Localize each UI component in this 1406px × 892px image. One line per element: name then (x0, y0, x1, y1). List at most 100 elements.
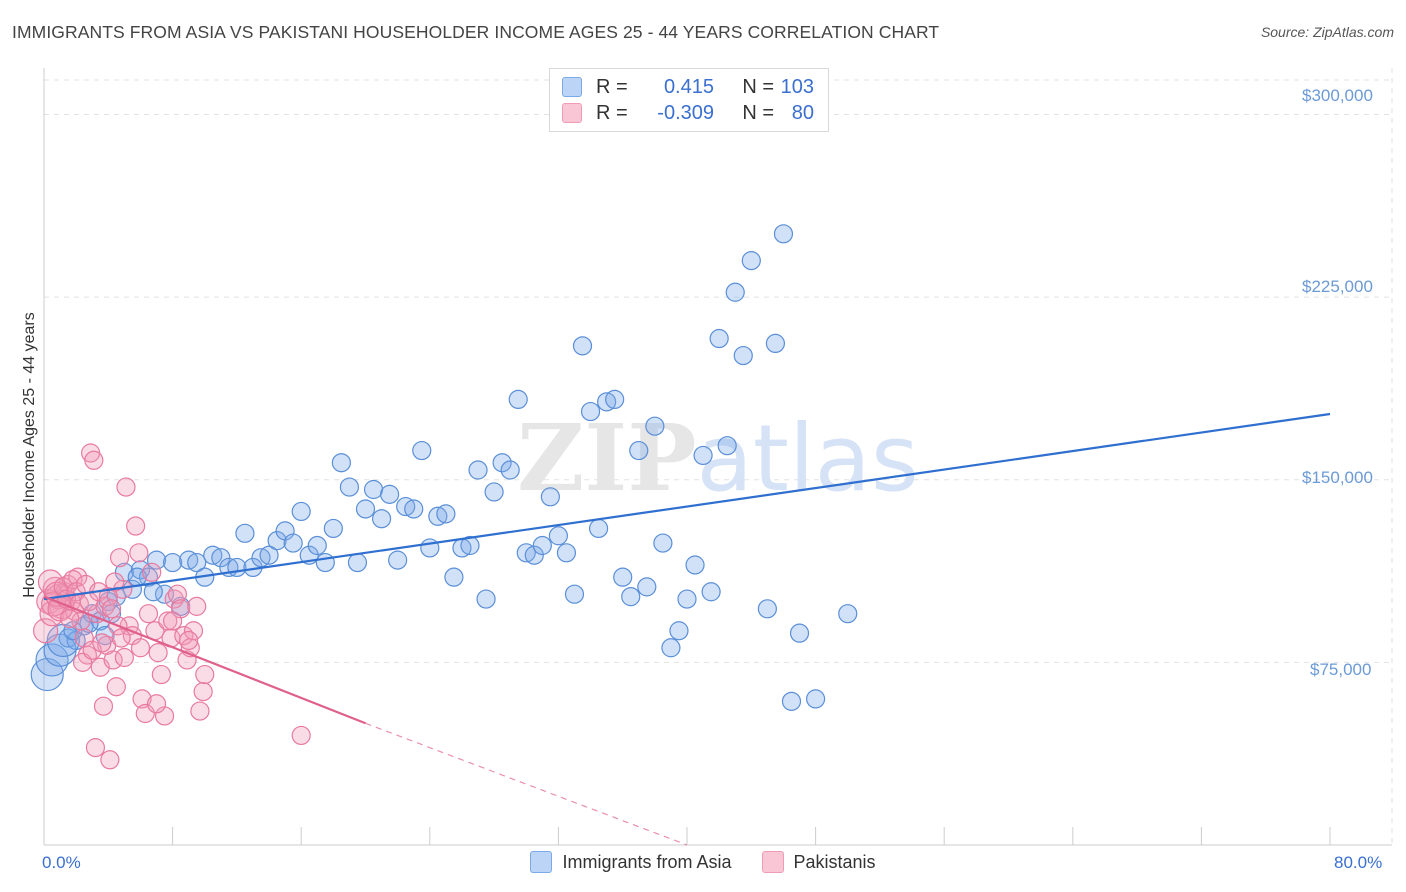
y-tick-label-75000: $75,000 (1310, 660, 1372, 679)
legend-r-value: -0.309 (657, 101, 714, 124)
data-point-pakistanis (63, 569, 83, 590)
data-point-asia (259, 545, 279, 565)
data-point-asia (363, 479, 384, 500)
data-point-asia (476, 589, 496, 609)
data-point-pakistanis (82, 640, 102, 660)
data-point-pakistanis (163, 611, 183, 631)
data-point-asia (227, 557, 247, 578)
data-point-asia (235, 523, 255, 543)
data-point-pakistanis (114, 647, 134, 668)
data-point-asia (436, 504, 456, 524)
y-tick-label-150000: $150,000 (1302, 468, 1373, 487)
data-point-asia (404, 499, 424, 519)
legend-swatch-asia (562, 77, 582, 97)
data-point-asia (516, 543, 536, 563)
data-point-pakistanis (187, 596, 207, 616)
data-point-asia (508, 389, 528, 410)
data-point-pakistanis (151, 664, 171, 685)
data-point-asia (468, 460, 488, 480)
legend-swatch-pakistanis (562, 103, 582, 123)
data-point-pakistanis (105, 572, 125, 592)
data-point-asia (572, 336, 593, 356)
legend-item-pakistanis[interactable]: Pakistanis (761, 851, 876, 873)
trend-line-pakistanis (43, 595, 366, 725)
y-tick-label-300000: $300,000 (1302, 86, 1373, 105)
data-point-asia (331, 453, 351, 473)
data-point-asia (693, 445, 713, 466)
data-point-pakistanis (195, 664, 215, 685)
data-point-asia (605, 389, 625, 410)
data-point-asia (556, 543, 577, 563)
data-point-asia (380, 484, 400, 504)
data-point-pakistanis (37, 569, 64, 595)
x-tick-label-min: 0.0% (42, 853, 81, 872)
data-point-pakistanis (100, 750, 120, 770)
data-point-pakistanis (109, 548, 130, 568)
data-point-asia (315, 552, 335, 573)
data-point-pakistanis (84, 450, 104, 470)
data-point-pakistanis (111, 628, 131, 648)
data-point-asia (677, 589, 697, 609)
data-point-asia (428, 506, 448, 526)
data-point-asia (63, 621, 83, 641)
data-point-pakistanis (126, 516, 146, 536)
legend-label-pakistanis: Pakistanis (793, 851, 876, 872)
data-point-asia (114, 562, 134, 582)
legend-swatch-pakistanis (761, 851, 784, 873)
data-point-asia (613, 567, 633, 587)
data-point-asia (388, 550, 408, 570)
data-point-pakistanis (33, 618, 59, 644)
data-point-pakistanis (148, 643, 168, 663)
data-point-asia (163, 552, 183, 573)
data-point-asia (179, 550, 199, 570)
data-point-asia (143, 582, 163, 602)
data-point-asia (371, 509, 392, 529)
data-point-asia (733, 345, 753, 366)
data-point-asia (781, 691, 802, 711)
data-point-asia (669, 621, 689, 641)
legend-r-label: R = (596, 101, 628, 124)
data-point-pakistanis (93, 696, 114, 716)
data-point-asia (339, 477, 360, 497)
data-point-pakistanis (92, 633, 112, 653)
data-point-pakistanis (130, 638, 151, 658)
data-point-pakistanis (167, 584, 188, 604)
data-point-asia (789, 623, 810, 643)
legend-swatch-asia (530, 851, 553, 873)
data-point-pakistanis (142, 562, 162, 582)
data-point-asia (725, 282, 745, 302)
y-tick-label-225000: $225,000 (1302, 277, 1373, 296)
data-point-asia (588, 518, 609, 539)
data-point-asia (323, 518, 343, 539)
data-point-asia (661, 638, 681, 658)
data-point-asia (629, 440, 649, 461)
data-point-asia (444, 567, 464, 587)
watermark-atlas: atlas (697, 405, 919, 512)
legend-r-label: R = (596, 75, 628, 98)
data-point-asia (500, 460, 520, 480)
legend-item-asia[interactable]: Immigrants from Asia (530, 851, 732, 873)
data-point-asia (187, 552, 207, 573)
trend-line-pakistanis-extrapolated (365, 722, 688, 846)
data-point-asia (621, 587, 641, 607)
data-point-asia (492, 453, 512, 473)
data-point-asia (251, 548, 271, 568)
data-point-asia (765, 333, 786, 354)
data-point-pakistanis (106, 677, 126, 697)
stats-legend: R = 0.415 N = 103 R = -0.309 N = 80 (549, 68, 829, 132)
data-point-pakistanis (60, 608, 80, 629)
data-point-asia (653, 533, 673, 553)
data-point-asia (283, 533, 303, 553)
data-point-pakistanis (66, 582, 86, 602)
x-tick-label-max: 80.0% (1334, 853, 1383, 872)
legend-row-asia: R = 0.415 N = 103 (562, 75, 814, 99)
chart-title: IMMIGRANTS FROM ASIA VS PAKISTANI HOUSEH… (12, 22, 940, 42)
data-point-asia (645, 416, 665, 436)
legend-row-pakistanis: R = -0.309 N = 80 (562, 101, 814, 125)
series-legend: Immigrants from Asia Pakistanis (0, 851, 1406, 873)
data-point-asia (484, 482, 504, 502)
data-point-asia (291, 501, 311, 522)
data-point-asia (709, 328, 729, 349)
data-point-asia (685, 555, 705, 575)
